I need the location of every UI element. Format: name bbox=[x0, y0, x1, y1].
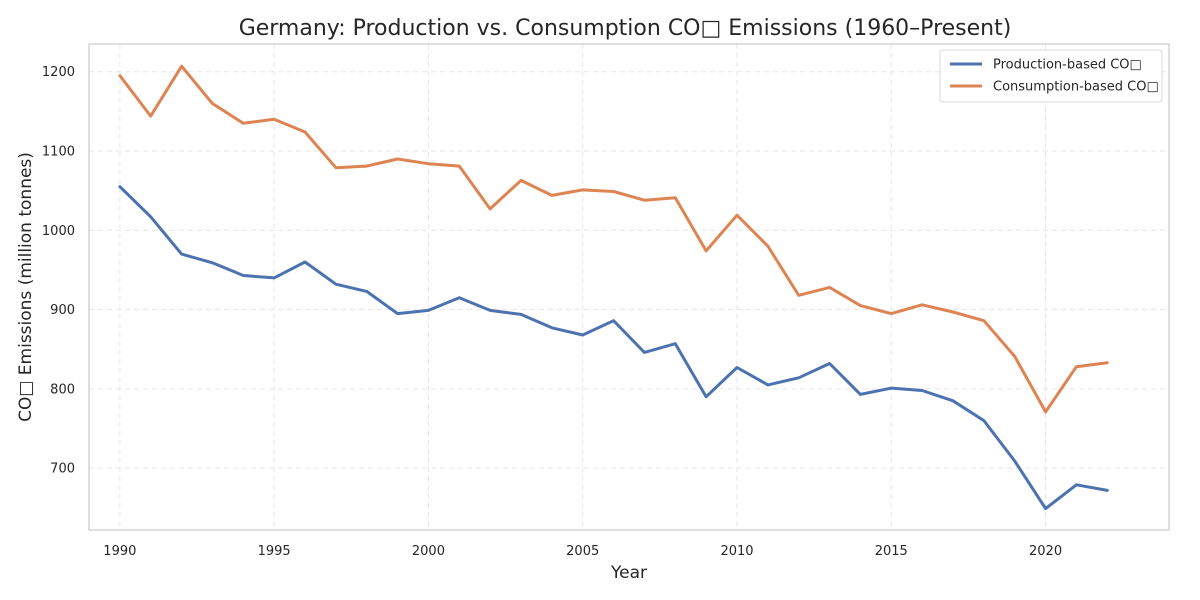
x-tick-label: 2015 bbox=[875, 544, 908, 559]
x-tick-label: 2010 bbox=[720, 544, 753, 559]
x-tick-label: 2000 bbox=[412, 544, 445, 559]
legend-label-production: Production-based CO□ bbox=[993, 58, 1142, 73]
y-tick-label: 1100 bbox=[42, 145, 75, 160]
x-tick-label: 2005 bbox=[566, 544, 599, 559]
y-tick-labels: 700 800 900 1000 1100 1200 bbox=[42, 65, 75, 476]
x-tick-label: 1995 bbox=[258, 544, 291, 559]
y-tick-label: 900 bbox=[50, 303, 75, 318]
y-tick-label: 700 bbox=[50, 462, 75, 477]
legend-label-consumption: Consumption-based CO□ bbox=[993, 80, 1159, 95]
plot-area-frame bbox=[88, 43, 1170, 531]
series-line-consumption bbox=[118, 64, 1109, 414]
x-tick-label: 1990 bbox=[103, 544, 136, 559]
series-lines bbox=[118, 64, 1109, 511]
y-tick-label: 1000 bbox=[42, 224, 75, 239]
y-axis-label: CO□ Emissions (million tonnes) bbox=[16, 152, 36, 422]
series-line-production bbox=[118, 185, 1109, 511]
chart-title: Germany: Production vs. Consumption CO□ … bbox=[239, 16, 1012, 41]
y-tick-label: 800 bbox=[50, 382, 75, 397]
y-tick-label: 1200 bbox=[42, 65, 75, 80]
legend-box bbox=[939, 49, 1163, 103]
grid-lines bbox=[89, 44, 1169, 530]
x-tick-label: 2020 bbox=[1029, 544, 1062, 559]
legend: Production-based CO□ Consumption-based C… bbox=[939, 49, 1163, 103]
x-tick-labels: 1990 1995 2000 2005 2010 2015 2020 bbox=[103, 544, 1062, 559]
x-axis-label: Year bbox=[610, 563, 647, 583]
